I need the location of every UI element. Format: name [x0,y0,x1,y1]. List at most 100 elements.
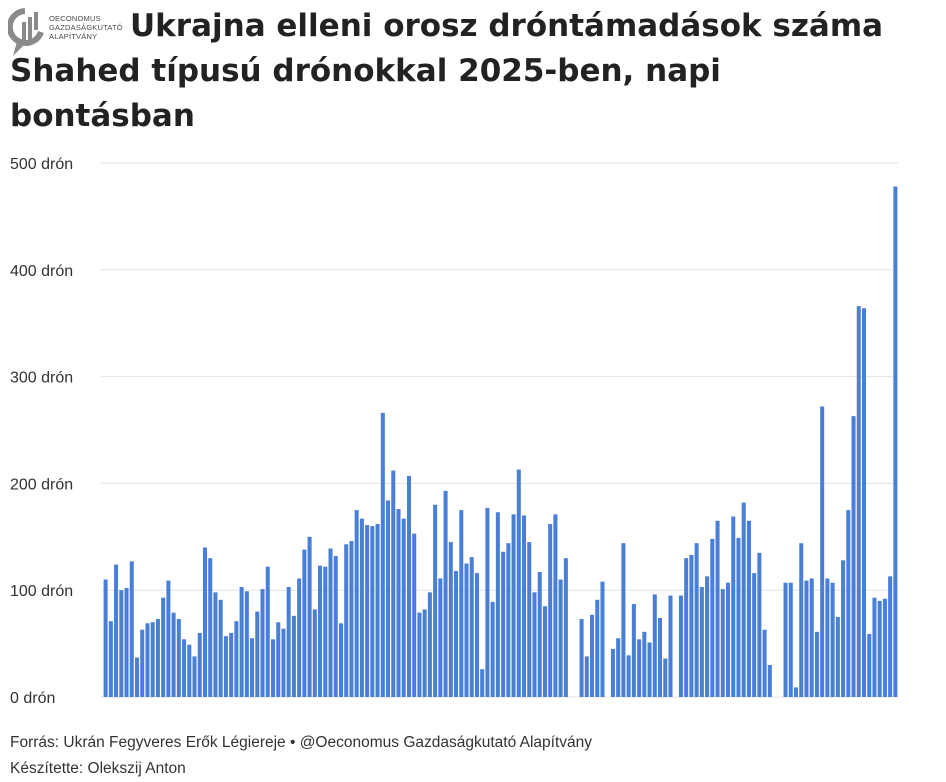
bar [809,578,814,697]
bar [595,599,600,697]
bar [365,525,370,697]
bar [276,622,281,697]
bar [694,543,699,697]
bar [129,561,134,697]
bar [218,599,223,697]
logo-line-1: Oeconomus [49,14,101,23]
bar [422,609,427,697]
bar [474,573,479,697]
bar [119,590,124,697]
bar [767,664,772,697]
bar [333,556,338,697]
bar [239,587,244,697]
bar [804,580,809,697]
bar [386,500,391,697]
bar [155,619,160,697]
bar [705,576,710,697]
bar [234,621,239,697]
bar [752,573,757,697]
bar [202,547,207,697]
bar [281,628,286,697]
bar [250,638,255,697]
bar [375,523,380,697]
bar [861,308,867,697]
bar [741,502,746,697]
bar [846,510,851,697]
bar [208,558,213,697]
bar [469,557,474,697]
bar [223,636,228,697]
bar [851,416,856,697]
bar [814,631,819,697]
bar [286,587,291,697]
bar [229,632,234,697]
bar [396,509,401,697]
bar [140,629,145,697]
bar [370,526,375,697]
bar [166,580,171,697]
bar [176,619,181,697]
logo-line-2: Gazdaságkutató [49,23,123,32]
bar [359,518,364,697]
bar [114,564,119,697]
y-tick-label: 300 drón [10,370,73,387]
bar [454,570,459,697]
bar [867,633,872,697]
bar [563,558,568,697]
bar-chart: 0 drón 100 drón 200 drón 300 drón 400 drón 50… [10,156,898,707]
bar [715,520,720,697]
bar [637,639,642,697]
bar [380,412,385,697]
bar [626,655,631,697]
bar [412,533,417,697]
bar [684,558,689,697]
bar [610,648,615,697]
bar [642,631,647,697]
bar [427,592,432,697]
bar [783,582,788,697]
bar [401,518,406,697]
bar [793,687,799,697]
bar [134,657,140,697]
bar [893,186,898,697]
bar [658,617,663,697]
bar [522,515,527,697]
bar [438,578,443,697]
bar [799,543,804,697]
logo: Oeconomus Gazdaságkutató Alapítvány [6,8,133,66]
y-tick-label: 100 drón [10,583,73,600]
bar [417,612,422,697]
bar [307,536,312,697]
bar [579,619,584,697]
bar [877,600,882,697]
bar [338,623,343,697]
bar [553,514,558,697]
bar [312,609,317,697]
bar [323,566,328,697]
bar [297,578,302,697]
bar [736,537,741,697]
bar [516,469,521,697]
bar [197,632,202,697]
bar [302,549,307,697]
y-tick-label: 0 drón [10,690,55,707]
bar [443,490,448,697]
bar [318,565,323,697]
source-note: Forrás: Ukrán Fegyveres Erők Légiereje •… [10,734,593,751]
author-note: Készítette: Olekszij Anton [10,760,186,777]
logo-text: Oeconomus Gazdaságkutató Alapítvány [49,14,123,41]
bar [668,595,673,697]
bar [558,579,563,697]
bar [710,538,715,697]
bar [699,587,704,697]
bar [746,520,751,697]
bar [501,551,506,697]
bar [825,578,830,697]
bar [406,475,411,697]
bar [542,606,547,697]
bar [527,542,532,697]
bar [888,576,893,697]
bar [631,604,636,697]
bar [244,591,249,697]
bar [872,597,877,697]
